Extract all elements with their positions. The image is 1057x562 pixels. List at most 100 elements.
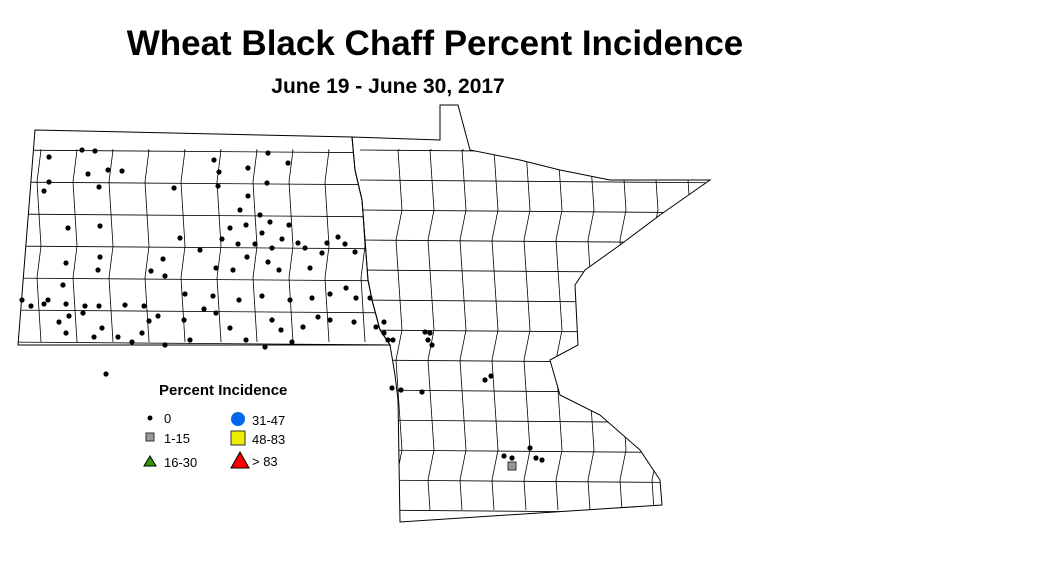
point-incidence-0: [245, 193, 251, 199]
point-incidence-0: [211, 157, 217, 163]
point-incidence-0: [327, 317, 333, 323]
point-incidence-0: [425, 337, 431, 343]
point-incidence-0: [289, 339, 295, 345]
point-incidence-0: [162, 273, 168, 279]
point-incidence-0: [539, 457, 545, 463]
point-incidence-0: [335, 234, 341, 240]
point-incidence-0: [278, 327, 284, 333]
point-incidence-0: [259, 230, 265, 236]
county-boundary: [523, 149, 531, 511]
point-incidence-0: [227, 225, 233, 231]
county-boundary: [18, 213, 390, 218]
triangle-icon: [230, 450, 250, 472]
county-boundary: [359, 479, 710, 484]
point-incidence-0: [398, 387, 404, 393]
legend-label: 48-83: [252, 432, 286, 447]
point-incidence-0: [201, 306, 207, 312]
point-incidence-0: [129, 339, 135, 345]
square-icon: [142, 431, 158, 446]
county-boundary: [324, 149, 330, 343]
county-boundary: [459, 149, 467, 511]
point-incidence-0: [343, 285, 349, 291]
dot-icon: [142, 411, 158, 426]
point-incidence-0: [276, 267, 282, 273]
minnesota: [359, 149, 710, 514]
point-incidence-0: [215, 183, 221, 189]
point-incidence-0: [300, 324, 306, 330]
point-incidence-0: [307, 265, 313, 271]
point-incidence-0: [427, 330, 433, 336]
county-boundary: [18, 277, 390, 282]
point-incidence-0: [286, 222, 292, 228]
point-incidence-0: [56, 319, 62, 325]
point-incidence-0: [119, 168, 125, 174]
point-incidence-0: [63, 260, 69, 266]
point-incidence-0: [235, 241, 241, 247]
point-incidence-0: [45, 297, 51, 303]
legend-label: 31-47: [252, 413, 286, 428]
point-incidence-0: [262, 344, 268, 350]
point-incidence-0: [265, 259, 271, 265]
point-incidence-0: [80, 310, 86, 316]
point-incidence-0: [267, 219, 273, 225]
legend-label: 1-15: [164, 431, 191, 446]
point-incidence-0: [99, 325, 105, 331]
county-boundary: [252, 149, 258, 343]
point-incidence-0: [319, 250, 325, 256]
county-boundary: [18, 149, 390, 154]
point-incidence-0: [244, 254, 250, 260]
point-incidence-0: [352, 249, 358, 255]
legend-item-1: 1-15: [142, 431, 190, 446]
point-incidence-0: [257, 212, 263, 218]
point-incidence-0: [488, 373, 494, 379]
point-incidence-0: [302, 245, 308, 251]
point-incidence-0: [181, 317, 187, 323]
point-incidence-0: [91, 334, 97, 340]
point-incidence-1-15: [507, 461, 517, 471]
point-incidence-0: [295, 240, 301, 246]
point-incidence-0: [41, 188, 47, 194]
point-incidence-0: [103, 371, 109, 377]
point-incidence-0: [327, 291, 333, 297]
county-boundary: [359, 329, 710, 334]
point-incidence-0: [287, 297, 293, 303]
legend-item-2: 16-30: [142, 454, 197, 471]
point-incidence-0: [373, 324, 379, 330]
point-incidence-0: [63, 301, 69, 307]
county-boundary: [359, 299, 710, 304]
legend-item-3: 31-47: [230, 411, 285, 430]
point-incidence-0: [419, 389, 425, 395]
point-incidence-0: [213, 265, 219, 271]
legend-item-0: 0: [142, 411, 171, 426]
county-boundary: [359, 269, 710, 274]
point-incidence-0: [269, 317, 275, 323]
point-incidence-0: [182, 291, 188, 297]
point-incidence-0: [63, 330, 69, 336]
point-incidence-0: [171, 185, 177, 191]
point-incidence-0: [95, 267, 101, 273]
point-incidence-0: [115, 334, 121, 340]
point-incidence-0: [155, 313, 161, 319]
point-incidence-0: [285, 160, 291, 166]
county-boundary: [72, 149, 78, 343]
point-incidence-0: [482, 377, 488, 383]
point-incidence-0: [389, 385, 395, 391]
point-incidence-0: [96, 303, 102, 309]
point-incidence-0: [97, 223, 103, 229]
county-boundary: [18, 309, 390, 314]
legend-item-5: > 83: [230, 450, 278, 472]
map-subtitle: June 19 - June 30, 2017: [271, 75, 505, 98]
point-incidence-0: [315, 314, 321, 320]
county-boundary: [36, 149, 42, 343]
point-incidence-0: [65, 225, 71, 231]
point-incidence-0: [148, 268, 154, 274]
point-incidence-0: [79, 147, 85, 153]
point-incidence-0: [353, 295, 359, 301]
county-boundary: [18, 181, 390, 186]
point-incidence-0: [259, 293, 265, 299]
point-incidence-0: [46, 154, 52, 160]
point-incidence-0: [509, 455, 515, 461]
point-incidence-0: [177, 235, 183, 241]
point-incidence-0: [252, 241, 258, 247]
